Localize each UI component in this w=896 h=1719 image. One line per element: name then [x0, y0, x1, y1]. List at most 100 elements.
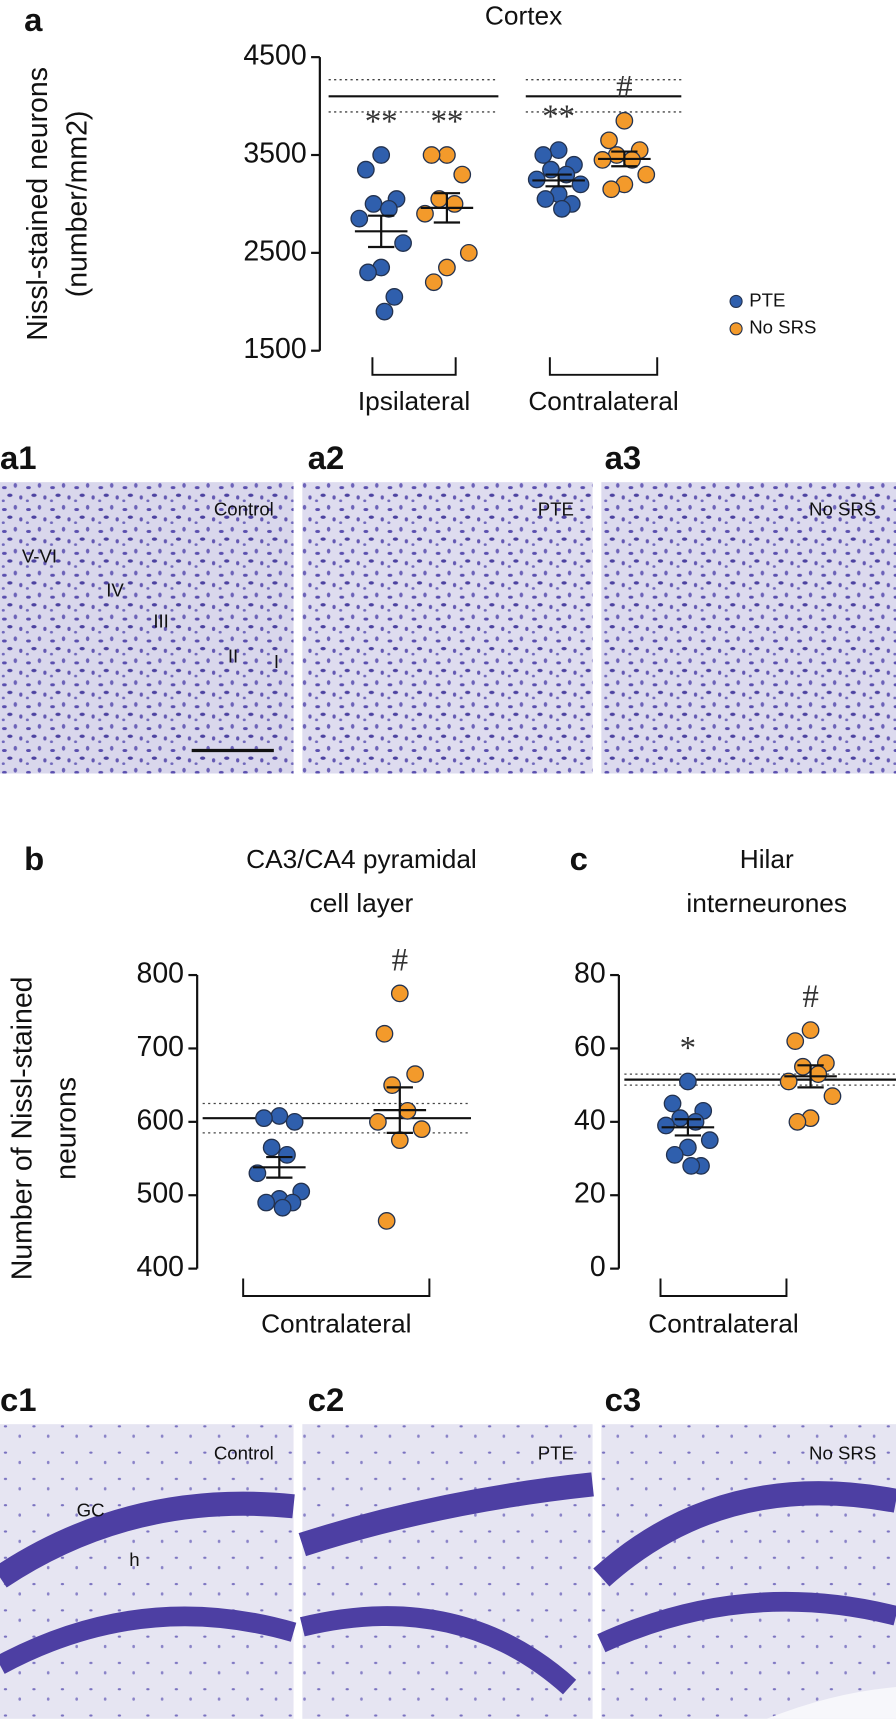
chart-title: interneurones	[686, 888, 847, 918]
micrograph-texture	[302, 482, 593, 774]
significance-mark: **	[430, 104, 463, 140]
significance-mark: #	[802, 979, 818, 1015]
data-point	[809, 1065, 828, 1084]
data-point	[438, 258, 456, 277]
category-label: Contralateral	[261, 1309, 411, 1339]
data-point	[390, 984, 409, 1003]
micrograph-label: PTE	[538, 499, 574, 520]
legend-label: No SRS	[749, 317, 816, 338]
data-point	[700, 1131, 719, 1150]
data-point	[270, 1107, 289, 1125]
layer-label: III	[153, 610, 169, 631]
data-point	[416, 204, 434, 223]
region-label: h	[129, 1549, 139, 1570]
data-point	[665, 1145, 684, 1164]
data-point	[350, 209, 369, 228]
y-tick-label: 800	[137, 958, 185, 990]
data-point	[788, 1112, 807, 1131]
error-bar	[545, 173, 572, 188]
data-point	[406, 1065, 425, 1084]
error-bar	[674, 1118, 702, 1137]
data-point	[786, 1032, 805, 1050]
y-tick-label: 20	[574, 1178, 606, 1210]
panel-label: a3	[605, 439, 642, 476]
data-point	[356, 160, 375, 179]
data-point	[255, 1109, 273, 1128]
data-point	[682, 1156, 701, 1175]
y-tick-label: 4500	[243, 40, 306, 72]
data-point	[383, 1076, 402, 1095]
data-point	[375, 1024, 394, 1043]
legend-label: PTE	[749, 289, 785, 310]
micrograph-texture	[601, 1424, 896, 1719]
category-label: Ipsilateral	[358, 386, 470, 416]
y-tick-label: 400	[137, 1251, 185, 1283]
data-point	[549, 141, 568, 159]
panel-label: a2	[308, 439, 345, 476]
granule-layer	[597, 1591, 896, 1653]
data-point	[657, 1116, 675, 1135]
granule-layer	[0, 1606, 297, 1674]
error-bar	[433, 192, 461, 224]
significance-mark: **	[542, 99, 575, 135]
legend-marker	[729, 322, 743, 336]
y-tick-label: 700	[137, 1031, 185, 1063]
granule-layer	[298, 1472, 594, 1557]
region-label: GC	[77, 1500, 105, 1521]
y-tick-label: 40	[574, 1104, 606, 1136]
data-point	[372, 146, 391, 164]
panel-label: a1	[0, 439, 37, 476]
category-label: Contralateral	[648, 1309, 798, 1339]
error-bar	[386, 1086, 413, 1134]
micrograph-label: Control	[214, 1443, 274, 1464]
y-axis-label: Number of Nissl-stained	[7, 977, 39, 1281]
panel-label: c1	[0, 1381, 37, 1418]
data-point	[390, 1131, 409, 1150]
data-point	[385, 288, 404, 306]
legend-marker	[729, 294, 743, 308]
data-point	[375, 302, 394, 321]
layer-label: I	[274, 651, 279, 672]
micrograph-label: No SRS	[809, 499, 876, 520]
data-point	[359, 263, 377, 282]
micrograph-label: PTE	[538, 1443, 574, 1464]
data-point	[248, 1164, 267, 1183]
group-bracket	[371, 357, 457, 376]
granule-layer	[0, 1491, 295, 1588]
data-point	[285, 1112, 304, 1131]
category-label: Contralateral	[528, 386, 678, 416]
error-bar	[368, 214, 395, 249]
data-point	[663, 1094, 682, 1113]
group-bracket	[659, 1278, 788, 1297]
data-point	[602, 180, 621, 199]
chart-title: Hilar	[740, 844, 794, 874]
group-bracket	[242, 1278, 431, 1297]
data-point	[600, 131, 618, 150]
data-point	[637, 165, 656, 184]
data-point	[445, 195, 464, 213]
chart-title: CA3/CA4 pyramidal	[246, 844, 477, 874]
data-point	[364, 195, 383, 213]
panel-label: a	[24, 1, 43, 38]
y-tick-label: 500	[137, 1178, 185, 1210]
tissue-edge	[766, 1687, 896, 1719]
y-axis-label: neurons	[50, 1077, 82, 1180]
data-point	[534, 146, 553, 164]
granule-layer	[299, 1606, 577, 1695]
error-bar	[611, 150, 638, 168]
data-point	[453, 165, 472, 184]
layer-label: V-VI	[22, 546, 57, 567]
data-point	[553, 199, 571, 218]
y-tick-label: 3500	[243, 138, 306, 170]
data-point	[394, 234, 412, 252]
layer-label: IV	[106, 580, 124, 601]
data-point	[801, 1021, 820, 1039]
y-axis-label: Nissl-stained neurons	[22, 67, 54, 341]
data-point	[823, 1087, 842, 1106]
chart-title: cell layer	[310, 888, 414, 918]
data-point	[262, 1138, 281, 1157]
micrograph-texture	[0, 482, 294, 774]
data-point	[377, 1212, 396, 1230]
data-point	[794, 1057, 812, 1076]
